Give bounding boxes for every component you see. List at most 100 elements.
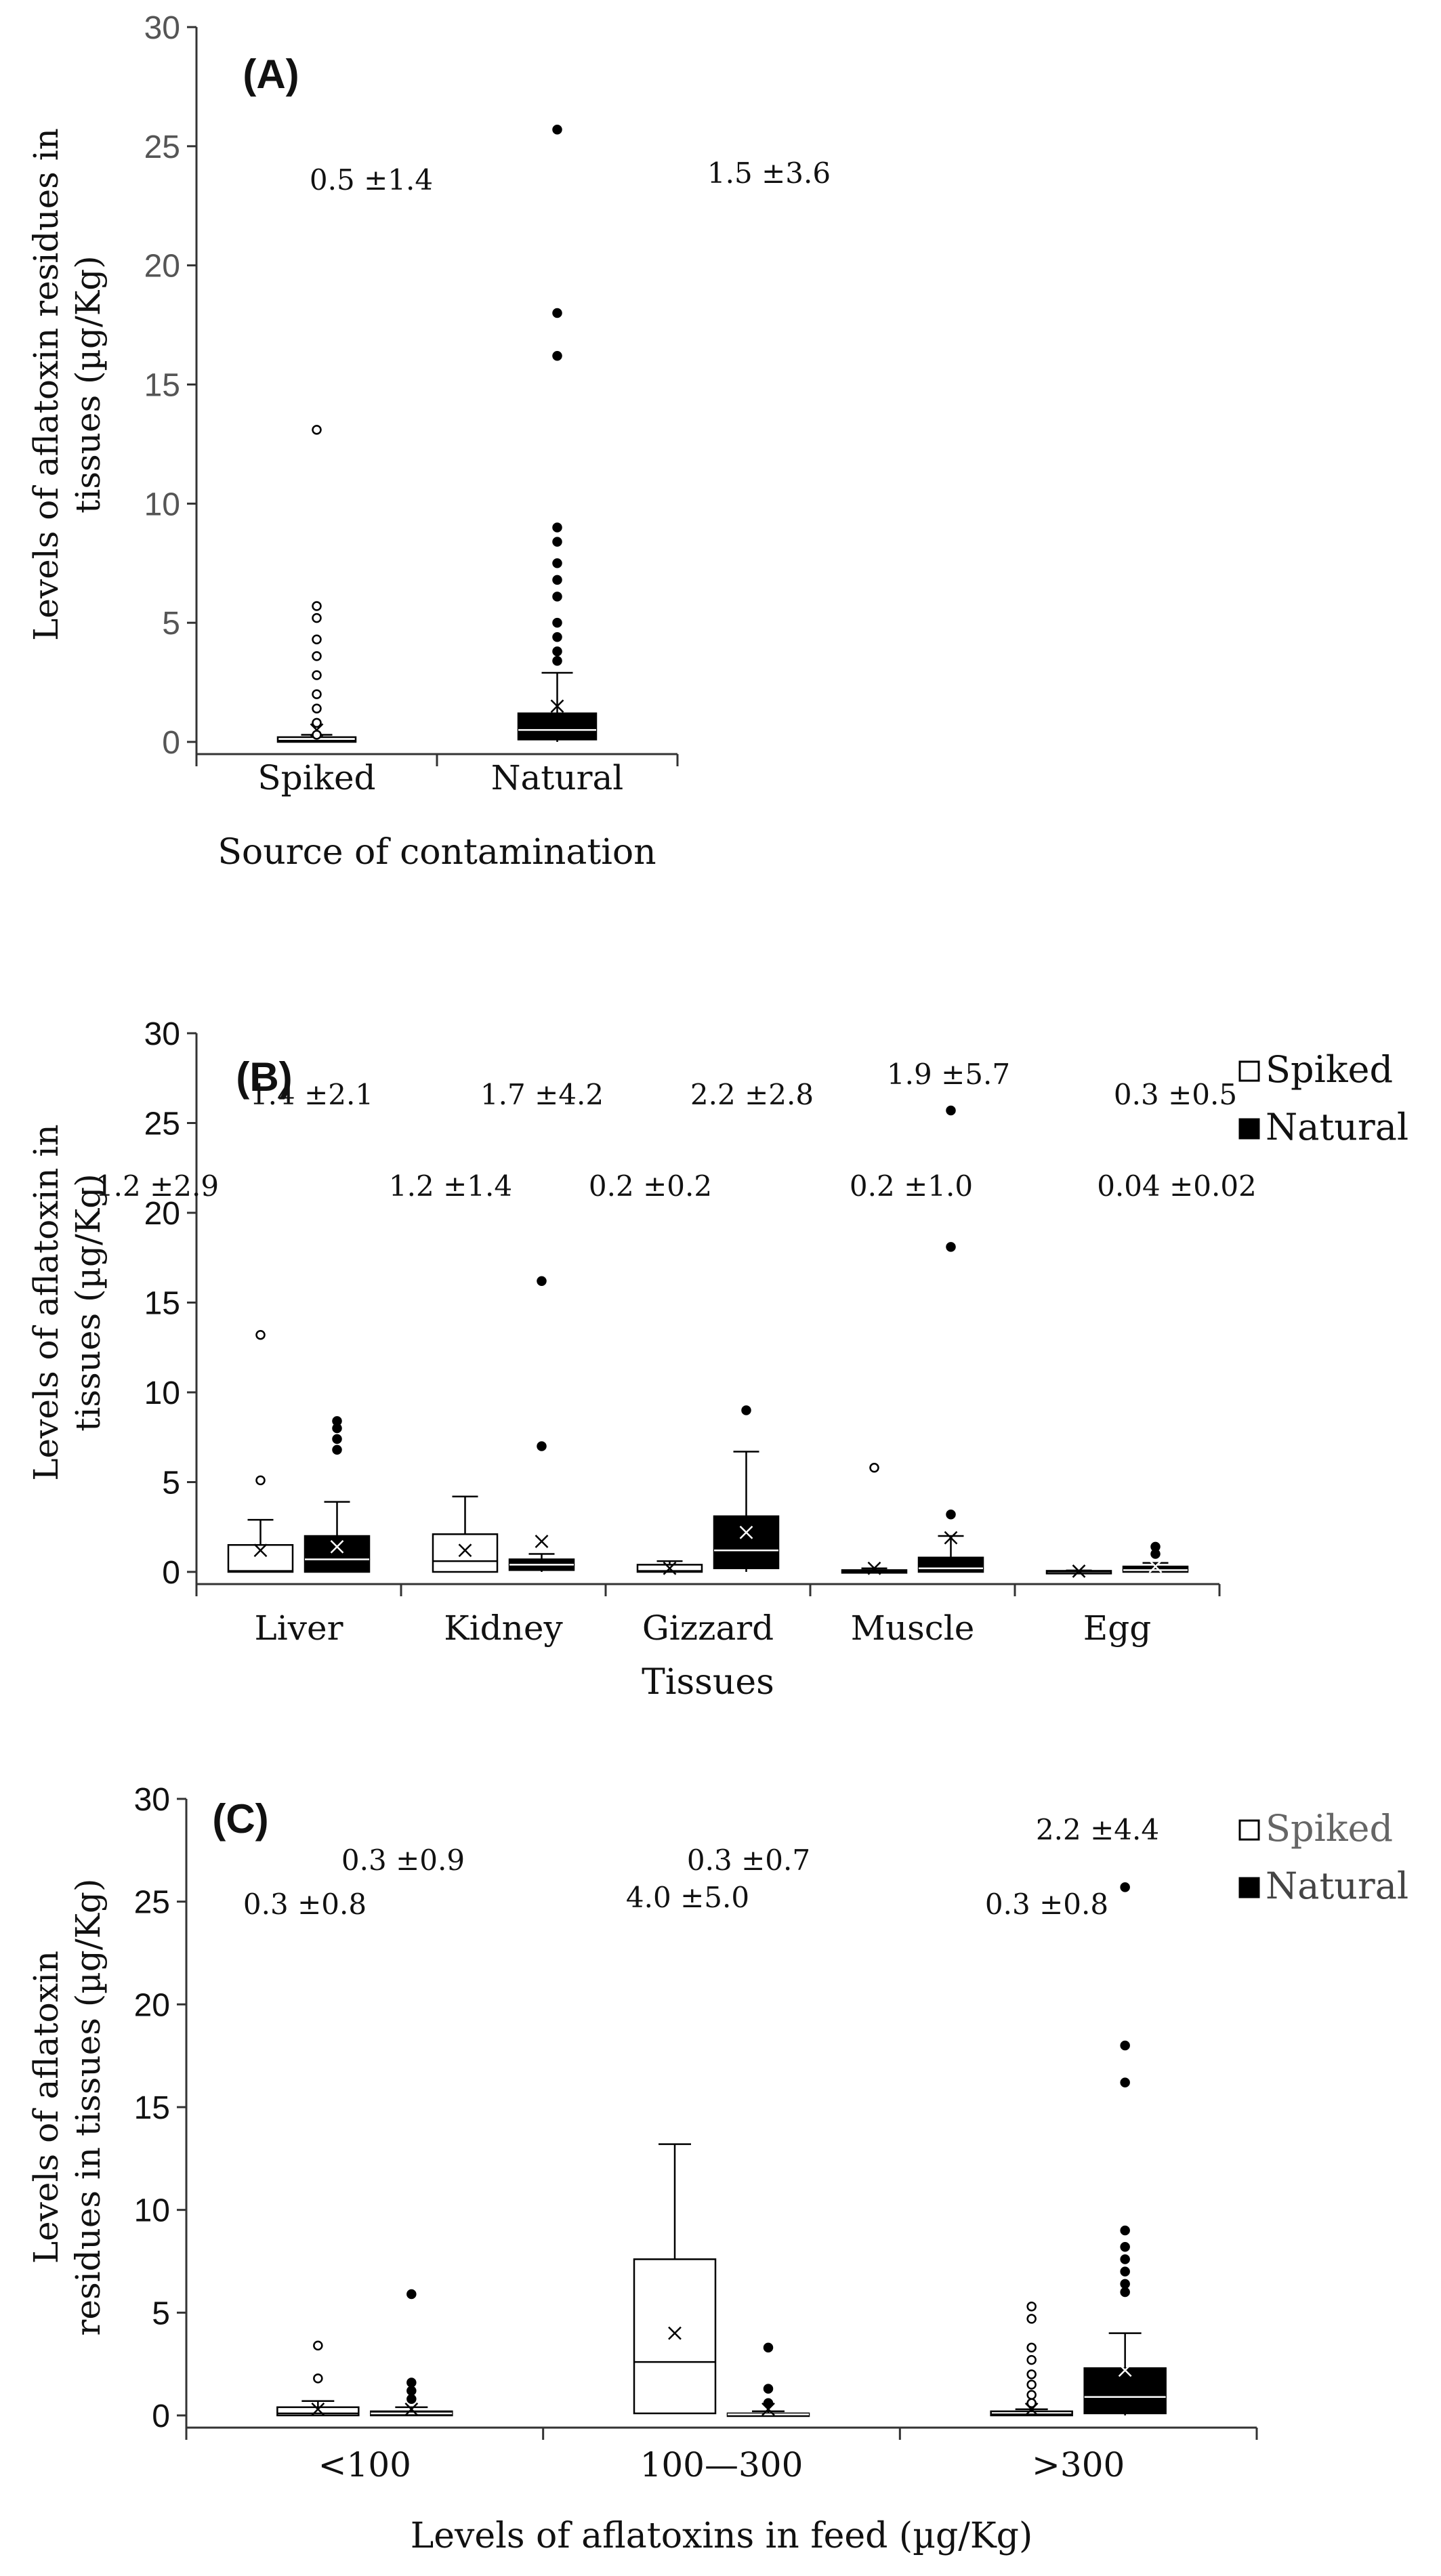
box-iqr: [990, 2410, 1073, 2417]
outlier-point: [1026, 2301, 1037, 2312]
mean-marker: [458, 1543, 472, 1558]
x-axis-title: Source of contamination: [217, 832, 656, 873]
box-natural-100300: 0.3 ±0.7: [687, 1844, 810, 2417]
y-tick-label: 20: [144, 1196, 180, 1232]
mean-marker: [330, 1540, 344, 1554]
y-tick-label: 20: [134, 1987, 170, 2023]
panel-C: 0 5 10 15 20 25 30 <100 100—300 >300 Levels of afl…: [26, 1782, 1408, 2556]
y-tick-label: 5: [162, 1466, 180, 1501]
box-spiked-100: 0.3 ±0.8: [243, 1888, 367, 2417]
outlier-point: [313, 2373, 323, 2384]
y-tick-label: 20: [144, 249, 180, 285]
y-axis-title: Levels of aflatoxin in: [26, 1124, 66, 1480]
box-spiked-liver: 1.2 ±2.9: [96, 1169, 294, 1573]
outlier-point: [1026, 2390, 1037, 2400]
y-axis-title: Levels of aflatoxin residues in: [26, 128, 66, 641]
outlier-point: [552, 575, 562, 585]
outlier-point: [1120, 2279, 1130, 2289]
box-spiked-egg: 0.04 ±0.02: [1045, 1169, 1257, 1578]
mean-sd-annotation: 0.5 ±1.4: [310, 163, 433, 196]
y-axis-title: residues in tissues (µg/Kg): [68, 1878, 108, 2335]
y-tick-label: 25: [134, 1885, 170, 1921]
mean-sd-annotation: 1.9 ±5.7: [887, 1058, 1010, 1091]
outlier-point: [552, 537, 562, 547]
box-spiked-muscle: 0.2 ±1.0: [841, 1169, 973, 1575]
mean-marker: [1148, 1560, 1163, 1573]
outlier-point: [406, 2386, 417, 2396]
mean-marker: [668, 2326, 682, 2340]
mean-sd-annotation: 1.7 ±4.2: [480, 1078, 604, 1111]
mean-marker: [311, 2403, 325, 2416]
box-iqr: [917, 1556, 984, 1573]
outlier-point: [552, 591, 562, 602]
outlier-point: [1026, 2342, 1037, 2353]
y-axis-title: tissues (µg/Kg): [68, 1173, 108, 1431]
x-axis-title: Levels of aflatoxins in feed (µg/Kg): [411, 2516, 1033, 2556]
box-natural-egg: 0.3 ±0.5: [1114, 1078, 1237, 1573]
legend-swatch-spiked: [1238, 1060, 1260, 1082]
outlier-point: [552, 646, 562, 657]
outlier-point: [332, 1416, 342, 1426]
outlier-point: [1150, 1541, 1161, 1552]
legend-label-spiked: Spiked: [1266, 1048, 1393, 1091]
outlier-point: [312, 634, 322, 645]
outlier-point: [332, 1445, 342, 1455]
outlier-point: [552, 351, 562, 361]
box-natural-100: 0.3 ±0.9: [341, 1844, 465, 2417]
outlier-point: [255, 1475, 266, 1486]
panel-label: (B): [236, 1054, 292, 1100]
y-tick-label: 5: [152, 2295, 170, 2331]
y-tick-label: 15: [144, 368, 180, 404]
mean-sd-annotation: 0.2 ±0.2: [589, 1169, 712, 1203]
outlier-point: [763, 2342, 774, 2353]
y-tick-label: 0: [152, 2398, 170, 2434]
panel-B: 0 5 10 15 20 25 30 Liver Kidney Gizzard Muscle Egg T…: [26, 1016, 1408, 1703]
outlier-point: [312, 718, 322, 728]
y-tick-label: 10: [134, 2193, 170, 2229]
x-category-label: Muscle: [851, 1608, 975, 1648]
outlier-point: [552, 617, 562, 628]
outlier-point: [537, 1276, 547, 1286]
y-tick-label: 10: [144, 486, 180, 522]
mean-marker: [867, 1561, 881, 1575]
y-tick-label: 30: [144, 1016, 180, 1052]
outlier-point: [406, 2289, 417, 2300]
legend-swatch-natural: [1238, 1877, 1260, 1898]
legend-swatch-natural: [1238, 1118, 1260, 1140]
outlier-point: [312, 612, 322, 623]
x-category-label: >300: [1032, 2445, 1125, 2485]
outlier-point: [1120, 1882, 1130, 1892]
x-category-label: Kidney: [444, 1608, 563, 1648]
outlier-point: [552, 308, 562, 318]
outlier-point: [1026, 2314, 1037, 2324]
box-spiked-300: 0.3 ±0.8: [985, 1888, 1108, 2417]
outlier-point: [537, 1441, 547, 1451]
mean-sd-annotation: 2.2 ±4.4: [1036, 1813, 1159, 1846]
outlier-point: [406, 2377, 417, 2388]
outlier-point: [763, 2398, 774, 2409]
box-natural-liver: 1.4 ±2.1: [250, 1078, 373, 1573]
mean-marker: [535, 1535, 549, 1548]
panel-label: (A): [243, 51, 299, 97]
x-axis-title: Tissues: [642, 1662, 774, 1703]
outlier-point: [741, 1405, 751, 1415]
mean-sd-annotation: 0.3 ±0.8: [985, 1888, 1108, 1921]
outlier-point: [332, 1434, 342, 1445]
legend-label-natural: Natural: [1266, 1865, 1408, 1907]
outlier-point: [1026, 2354, 1037, 2365]
y-tick-label: 25: [144, 129, 180, 165]
box-natural-kidney: 1.7 ±4.2: [480, 1078, 604, 1572]
outlier-point: [869, 1463, 879, 1473]
mean-sd-annotation: 0.3 ±0.8: [243, 1888, 367, 1921]
mean-sd-annotation: 0.2 ±1.0: [850, 1169, 973, 1203]
box-iqr: [633, 2258, 717, 2415]
box-spiked-gizzard: 0.2 ±0.2: [589, 1169, 712, 1575]
mean-sd-annotation: 2.2 ±2.8: [690, 1078, 814, 1111]
outlier-point: [312, 703, 322, 714]
outlier-point: [312, 730, 322, 740]
box-natural-natural: 1.5 ±3.6: [517, 124, 831, 742]
outlier-point: [1120, 2254, 1130, 2264]
box-iqr: [432, 1533, 499, 1573]
outlier-point: [313, 2340, 323, 2351]
